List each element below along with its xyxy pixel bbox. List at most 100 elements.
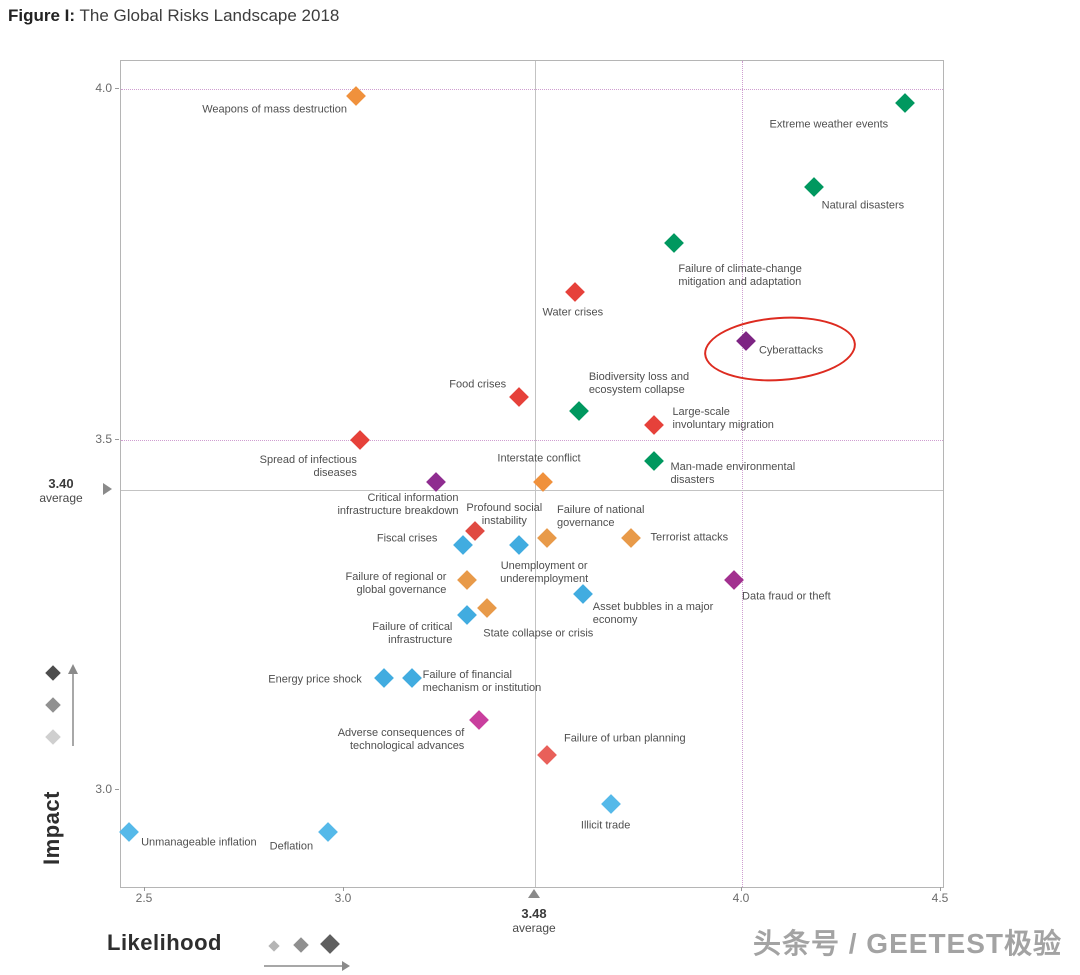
risk-marker-unemployment-or-underemployment — [509, 534, 530, 555]
risk-marker-man-made-environmental-disasters — [644, 450, 665, 471]
y-average-value: 3.40 — [48, 476, 74, 491]
x-tick-label: 2.5 — [135, 891, 153, 905]
risk-label-weapons-of-mass-destruction: Weapons of mass destruction — [202, 103, 347, 116]
likelihood-diamond-mid-icon — [293, 937, 309, 953]
risk-label-cyberattacks: Cyberattacks — [758, 344, 824, 357]
x-tick-label: 4.0 — [732, 891, 750, 905]
x-tickmark — [343, 887, 344, 891]
y-average-arrow-icon — [103, 483, 112, 495]
risk-marker-energy-price-shock — [373, 667, 394, 688]
risk-label-spread-of-infectious-diseases: Spread of infectious diseases — [259, 453, 357, 479]
risk-marker-asset-bubbles-in-a-major-economy — [572, 583, 593, 604]
scatter-plot: Weapons of mass destruction Extreme weath… — [119, 60, 944, 888]
risk-label-man-made-environmental-disasters: Man-made environmental disasters — [670, 460, 796, 486]
risk-marker-state-collapse-or-crisis — [477, 597, 498, 618]
risk-label-failure-of-urban-planning: Failure of urban planning — [563, 732, 686, 745]
risk-label-fiscal-crises: Fiscal crises — [376, 532, 438, 545]
risk-label-unemployment-or-underemployment: Unemployment or underemployment — [500, 559, 589, 585]
x-axis-title: Likelihood — [107, 930, 222, 955]
watermark: 头条号 / GEETEST极验 — [752, 928, 1062, 959]
risk-label-interstate-conflict: Interstate conflict — [497, 452, 581, 465]
risk-label-deflation: Deflation — [269, 840, 314, 853]
risk-marker-fiscal-crises — [453, 534, 474, 555]
risk-marker-deflation — [318, 822, 338, 842]
likelihood-scale-legend — [262, 932, 357, 974]
risk-marker-food-crises — [509, 387, 530, 408]
risk-marker-interstate-conflict — [533, 471, 553, 492]
y-axis-title: Impact — [39, 791, 64, 865]
risk-label-failure-of-national-governance: Failure of national governance — [556, 503, 645, 529]
risk-label-terrorist-attacks: Terrorist attacks — [650, 531, 729, 544]
figure-title: Figure I: The Global Risks Landscape 201… — [8, 6, 339, 26]
x-average-arrow-icon — [528, 889, 540, 898]
risk-marker-failure-of-national-governance — [537, 527, 557, 548]
risk-label-extreme-weather-events: Extreme weather events — [769, 118, 889, 131]
risk-marker-extreme-weather-events — [895, 93, 916, 113]
impact-diamond-high-icon — [45, 665, 61, 681]
impact-arrow-icon — [68, 664, 78, 746]
y-tick-label: 4.0 — [95, 81, 112, 95]
risk-label-asset-bubbles-in-a-major-economy: Asset bubbles in a major economy — [592, 600, 714, 626]
risk-marker-adverse-consequences-of-technological-advances — [469, 709, 490, 730]
risk-marker-critical-information-infrastructure-breakdown — [425, 471, 446, 492]
risk-label-large-scale-involuntary-migration: Large-scale involuntary migration — [672, 406, 774, 432]
risk-label-failure-of-regional-or-global-governance: Failure of regional or global governance — [345, 570, 447, 596]
risk-marker-large-scale-involuntary-migration — [644, 415, 665, 436]
likelihood-arrow-icon — [264, 961, 350, 971]
risk-marker-failure-of-climate-change-mitigation — [664, 233, 685, 254]
y-average-line — [121, 490, 943, 491]
risk-marker-unmanageable-inflation — [119, 822, 139, 842]
y-tickmark — [115, 438, 119, 440]
risk-marker-terrorist-attacks — [620, 527, 641, 548]
y-tickmark — [115, 88, 119, 89]
risk-label-failure-of-critical-infrastructure: Failure of critical infrastructure — [372, 620, 453, 646]
risk-label-profound-social-instability: Profound social instability — [466, 501, 543, 527]
x-average-word: average — [512, 921, 556, 935]
risk-label-data-fraud-or-theft: Data fraud or theft — [742, 590, 831, 603]
risk-marker-illicit-trade — [600, 794, 621, 814]
risk-label-failure-of-climate-change-mitigation: Failure of climate-change mitigation and… — [678, 263, 802, 289]
risk-marker-water-crises — [564, 282, 585, 303]
likelihood-diamond-high-icon — [320, 934, 340, 954]
risk-marker-failure-of-urban-planning — [537, 745, 557, 765]
risk-marker-natural-disasters — [803, 177, 824, 198]
risk-label-water-crises: Water crises — [542, 306, 604, 319]
risk-label-biodiversity-loss: Biodiversity loss and ecosystem collapse — [588, 371, 690, 397]
x-average-value: 3.48 — [521, 906, 547, 921]
impact-scale-legend — [40, 664, 88, 750]
risk-marker-data-fraud-or-theft — [724, 569, 744, 590]
risk-label-natural-disasters: Natural disasters — [821, 199, 905, 212]
gridline-h — [121, 89, 943, 90]
risk-label-illicit-trade: Illicit trade — [580, 819, 631, 832]
risk-label-critical-information-infrastructure-breakdown: Critical information infrastructure brea… — [337, 491, 459, 517]
x-tickmark — [741, 887, 742, 891]
x-tick-label: 3.0 — [334, 891, 352, 905]
risk-marker-biodiversity-loss — [568, 401, 589, 422]
y-tickmark — [115, 789, 119, 790]
impact-diamond-low-icon — [45, 729, 61, 745]
x-tick-label: 4.5 — [931, 891, 949, 905]
risk-label-unmanageable-inflation: Unmanageable inflation — [141, 836, 257, 849]
likelihood-diamond-low-icon — [268, 940, 280, 952]
risk-label-food-crises: Food crises — [449, 378, 507, 391]
y-average-word: average — [39, 491, 83, 505]
risk-marker-failure-of-critical-infrastructure — [457, 604, 478, 625]
risk-label-state-collapse-or-crisis: State collapse or crisis — [483, 627, 594, 640]
y-tick-label: 3.0 — [95, 782, 112, 796]
figure-number: Figure I: — [8, 6, 76, 25]
x-tickmark — [940, 887, 941, 891]
impact-diamond-mid-icon — [45, 697, 61, 713]
y-average-label: 3.40 average — [30, 476, 92, 505]
figure-title-text: The Global Risks Landscape 2018 — [75, 6, 340, 25]
risk-marker-spread-of-infectious-diseases — [350, 429, 370, 450]
gridline-h — [121, 439, 943, 441]
risk-label-failure-of-financial-mechanism: Failure of financial mechanism or instit… — [422, 668, 542, 694]
risk-label-adverse-consequences-of-technological-advances: Adverse consequences of technological ad… — [337, 726, 465, 752]
gridline-v — [742, 61, 743, 887]
x-average-label: 3.48 average — [494, 906, 574, 935]
x-average-line — [535, 61, 537, 887]
risk-label-energy-price-shock: Energy price shock — [268, 673, 362, 686]
risk-marker-failure-of-regional-or-global-governance — [457, 569, 478, 590]
y-tick-label: 3.5 — [95, 431, 112, 446]
